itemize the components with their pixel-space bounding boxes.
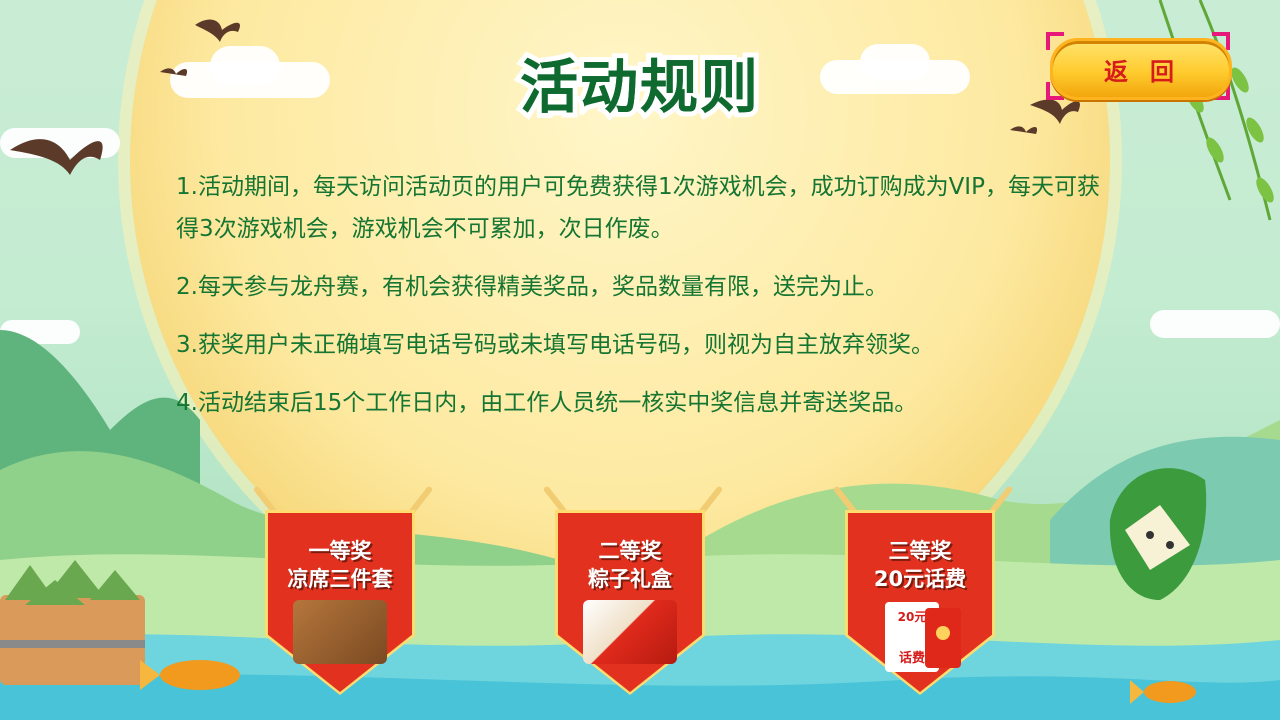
cloud [1150,310,1280,338]
page-title: 活动规则 活动规则 [505,42,775,126]
corner-mark [1212,32,1230,50]
koi-fish-icon [140,660,240,690]
red-envelope-icon [925,608,961,668]
mat-set-image [293,600,387,664]
corner-mark [1046,32,1064,50]
prize-card-third: 三等奖 20元话费 20元 话费 [832,480,1035,700]
rule-item: 3.获奖用户未正确填写电话号码或未填写电话号码，则视为自主放弃领奖。 [176,332,934,358]
cloud [860,44,930,80]
rules-list: 1.活动期间，每天访问活动页的用户可免费获得1次游戏机会，成功订购成为VIP，每… [176,166,1121,440]
prize-tier: 二等奖 [598,539,662,563]
credit-card-amount: 20元 [897,610,927,624]
corner-mark [1212,82,1230,100]
prize-name: 凉席三件套 [287,567,393,591]
prize-tier: 一等奖 [308,539,372,563]
back-button-face[interactable]: 返回 [1050,38,1232,100]
prize-tier: 三等奖 [888,539,952,563]
zongzi-gift-box-image [583,600,677,664]
credit-card-label: 话费 [898,651,925,666]
page-title-outline: 活动规则 [515,48,763,126]
rule-item: 4.活动结束后15个工作日内，由工作人员统一核实中奖信息并寄送奖品。 [176,390,918,416]
corner-mark [1046,82,1064,100]
back-button[interactable]: 返回 [1040,28,1236,104]
prize-card-first: 一等奖 凉席三件套 [252,480,455,700]
page-title-text: 活动规则 [519,53,760,121]
prize-name: 20元话费 [873,567,967,591]
back-button-label: 返回 [1104,57,1196,86]
rule-item: 2.每天参与龙舟赛，有机会获得精美奖品，奖品数量有限，送完为止。 [176,274,888,300]
prize-name: 粽子礼盒 [588,567,672,591]
prize-card-second: 二等奖 粽子礼盒 [542,480,745,700]
rule-item: 1.活动期间，每天访问活动页的用户可免费获得1次游戏机会，成功订购成为VIP，每… [176,174,1100,242]
koi-fish-icon [1130,680,1196,704]
cloud [210,46,280,86]
